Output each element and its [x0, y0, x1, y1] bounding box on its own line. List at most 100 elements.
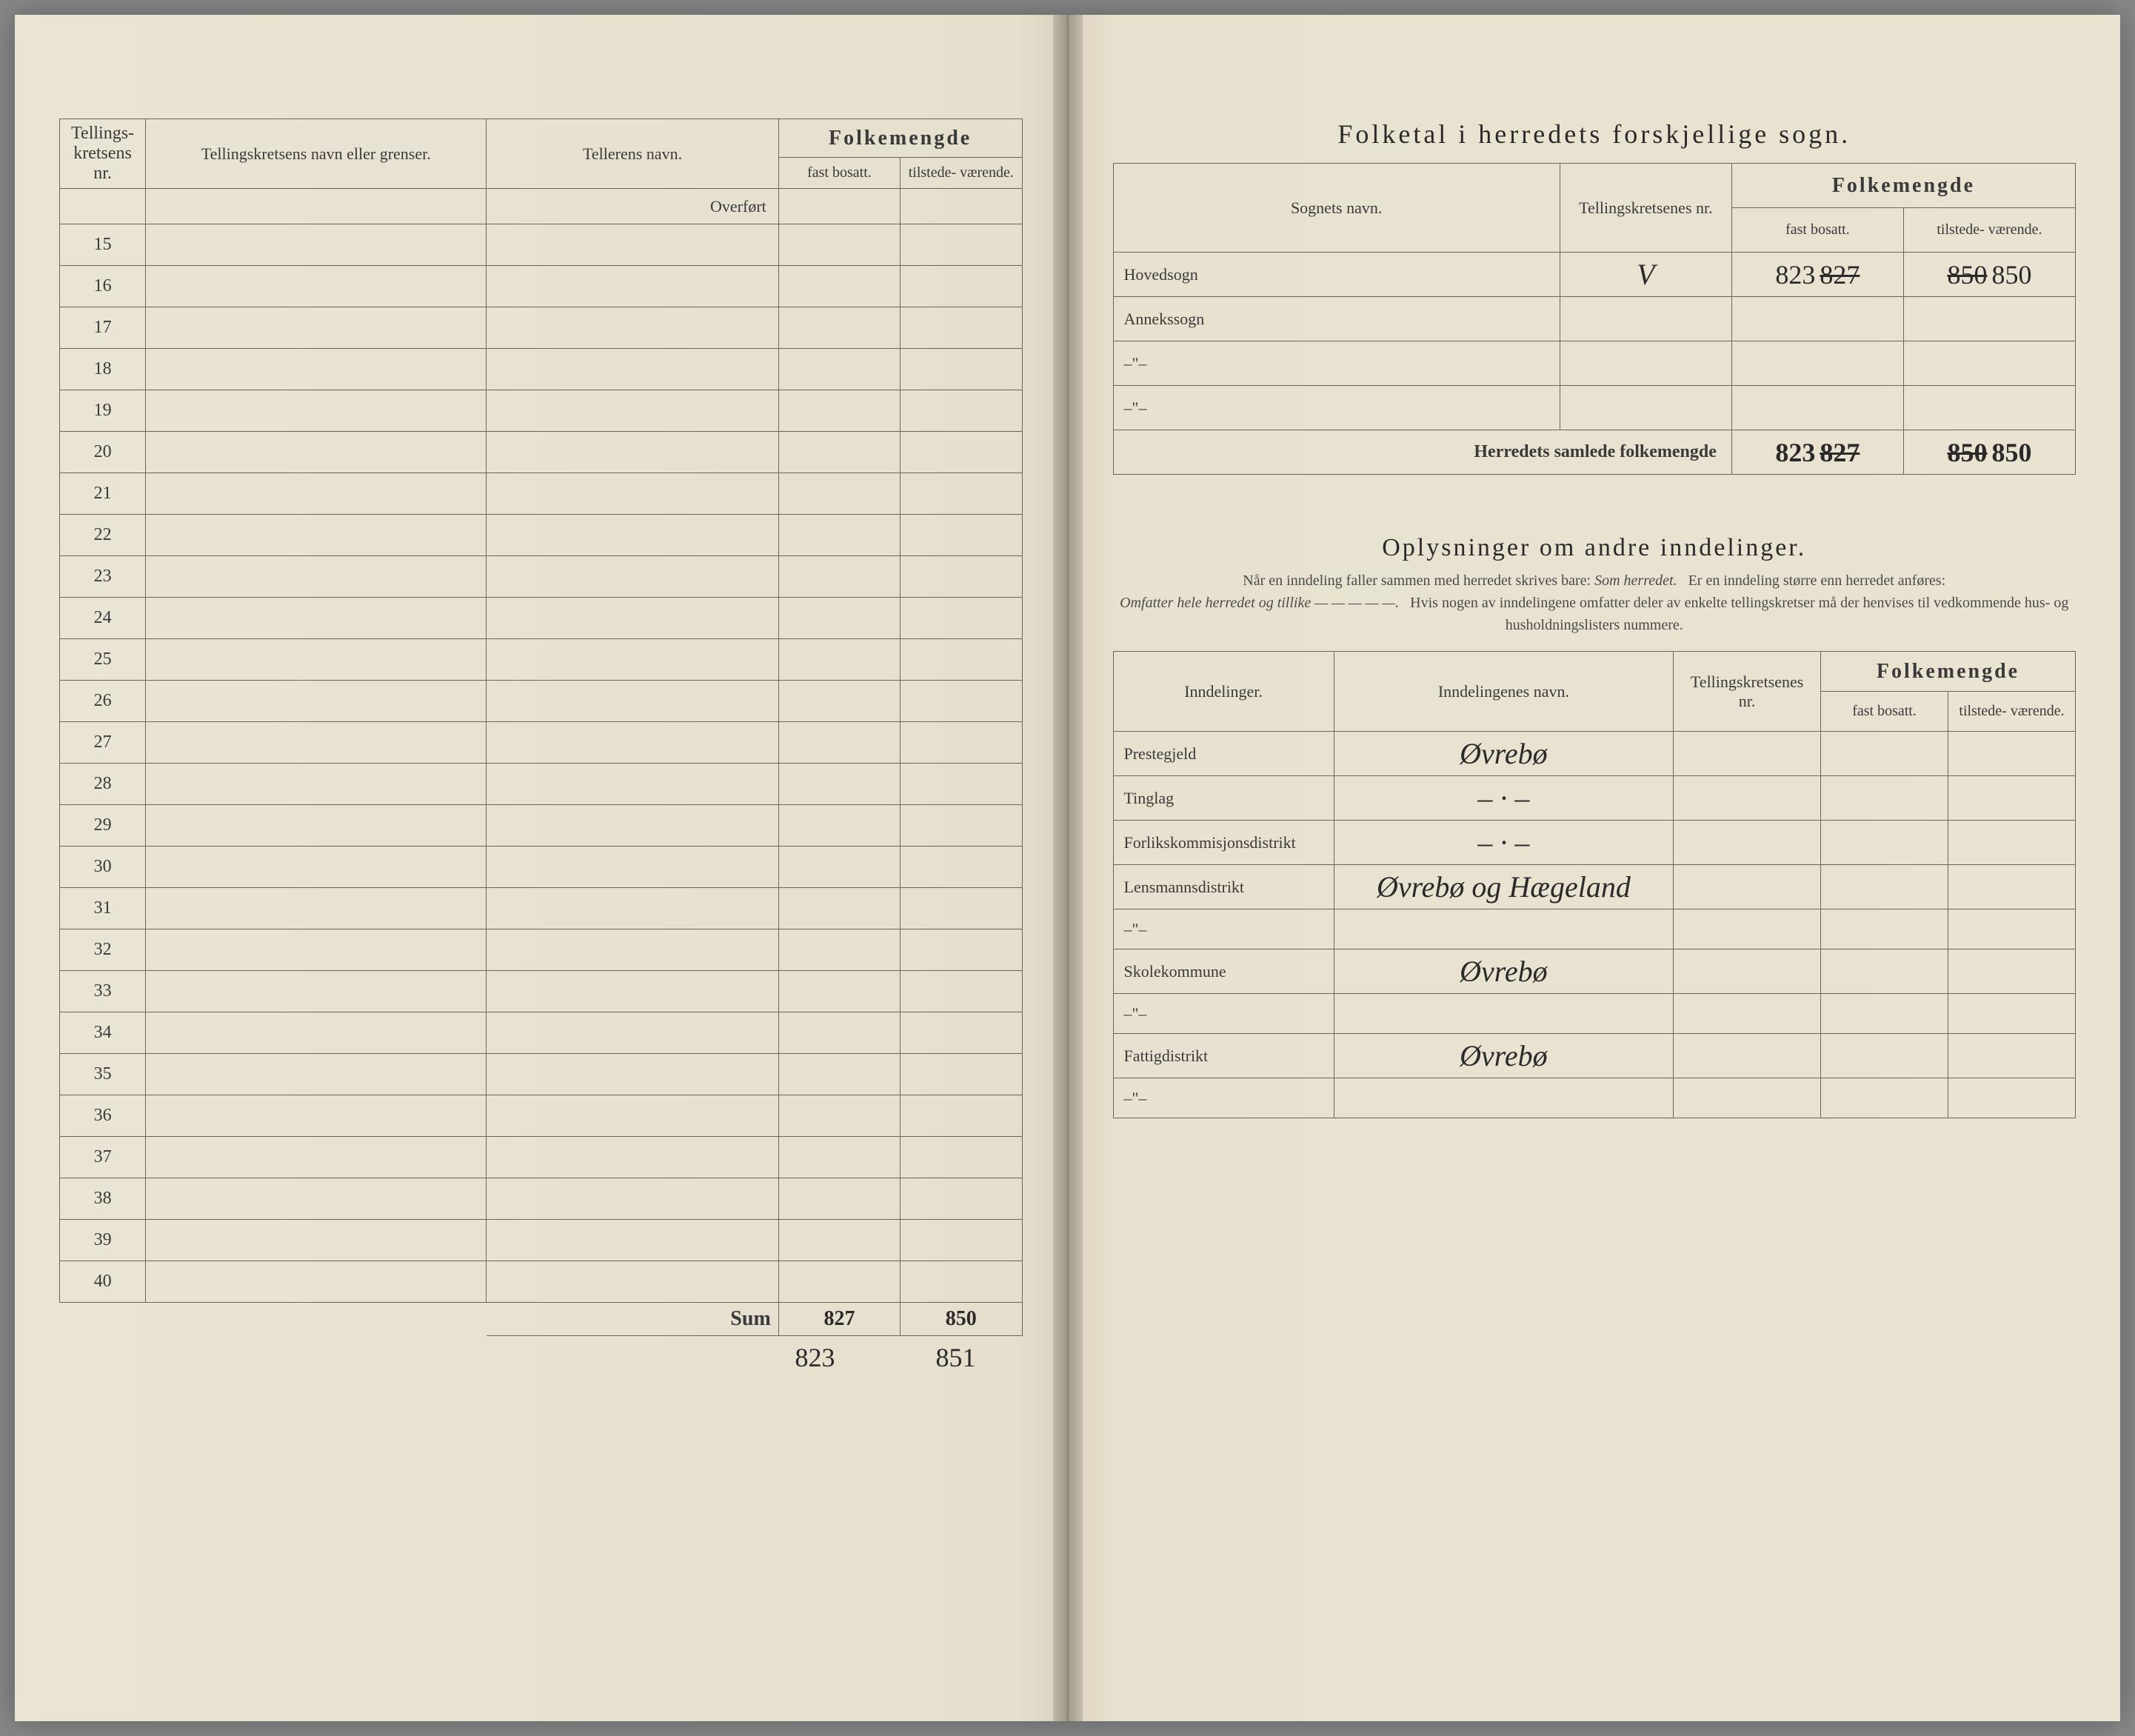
tilstede-cell [901, 473, 1022, 515]
fast-cell [778, 432, 900, 473]
inndeling-row: –"– [1113, 909, 2076, 949]
teller-name-cell [487, 390, 778, 432]
inndeling-tilstede [1948, 994, 2076, 1034]
krets-name-cell [146, 639, 487, 681]
tilstede-cell [901, 1137, 1022, 1178]
teller-name-cell [487, 1178, 778, 1220]
inndeling-label: Fattigdistrikt [1113, 1034, 1334, 1078]
inndeling-tilstede [1948, 909, 2076, 949]
inndeling-navn: Øvrebø [1334, 949, 1674, 994]
below-sum-corrections: 823 851 [59, 1342, 1023, 1373]
left-page: Tellings- kretsens nr. Tellingskretsens … [15, 15, 1069, 1721]
inndeling-navn: Øvrebø [1334, 1034, 1674, 1078]
row-number: 37 [60, 1137, 146, 1178]
row-number: 20 [60, 432, 146, 473]
inndeling-tknr [1674, 821, 1821, 865]
tilstede-cell [901, 432, 1022, 473]
row-number: 38 [60, 1178, 146, 1220]
inndeling-label: –"– [1113, 909, 1334, 949]
inndeling-tknr [1674, 909, 1821, 949]
sogn-label: –"– [1113, 386, 1560, 430]
sogn-tknr: V [1560, 253, 1731, 297]
fast-cell [778, 390, 900, 432]
sogn-row: –"– [1113, 386, 2076, 430]
table-row: 25 [60, 639, 1023, 681]
table-row: 37 [60, 1137, 1023, 1178]
inndeling-fast [1821, 994, 1948, 1034]
row-number: 35 [60, 1054, 146, 1095]
teller-name-cell [487, 805, 778, 847]
inndeling-row: –"– [1113, 1078, 2076, 1118]
teller-name-cell [487, 971, 778, 1012]
sogn-tilstede [1903, 386, 2075, 430]
krets-name-cell [146, 971, 487, 1012]
krets-name-cell [146, 681, 487, 722]
fast-cell [778, 1178, 900, 1220]
inndel-header-col2: Inndelingenes navn. [1334, 652, 1674, 732]
krets-name-cell [146, 1178, 487, 1220]
inndel-header-tilstede: tilstede- værende. [1948, 692, 2076, 732]
sogn-header-folk: Folkemengde [1731, 164, 2075, 208]
sogn-header-navn: Sognets navn. [1113, 164, 1560, 253]
row-number: 32 [60, 929, 146, 971]
row-number: 15 [60, 224, 146, 266]
krets-name-cell [146, 266, 487, 307]
krets-name-cell [146, 598, 487, 639]
fast-cell [778, 349, 900, 390]
inndeling-tilstede [1948, 865, 2076, 909]
inndeling-tilstede [1948, 821, 2076, 865]
tilstede-cell [901, 1261, 1022, 1303]
row-number: 26 [60, 681, 146, 722]
fast-cell [778, 971, 900, 1012]
row-number: 34 [60, 1012, 146, 1054]
tilstede-cell [901, 764, 1022, 805]
sogn-tilstede [1903, 297, 2075, 341]
left-census-table: Tellings- kretsens nr. Tellingskretsens … [59, 118, 1023, 1336]
header-fast: fast bosatt. [778, 158, 900, 189]
row-number: 22 [60, 515, 146, 556]
table-row: 26 [60, 681, 1023, 722]
inndeling-tknr [1674, 776, 1821, 821]
table-row: 15 [60, 224, 1023, 266]
tilstede-cell [901, 639, 1022, 681]
row-number: 29 [60, 805, 146, 847]
krets-name-cell [146, 1137, 487, 1178]
row-number: 23 [60, 556, 146, 598]
inndeling-navn: – · – [1334, 821, 1674, 865]
right-page: Folketal i herredets forskjellige sogn. … [1069, 15, 2121, 1721]
inndeling-navn: Øvrebø [1334, 732, 1674, 776]
teller-name-cell [487, 1095, 778, 1137]
row-number: 30 [60, 847, 146, 888]
teller-name-cell [487, 432, 778, 473]
inndel-header-col1: Inndelinger. [1113, 652, 1334, 732]
inndeling-navn [1334, 909, 1674, 949]
teller-name-cell [487, 639, 778, 681]
fast-cell [778, 722, 900, 764]
teller-name-cell [487, 515, 778, 556]
row-number: 39 [60, 1220, 146, 1261]
inndeling-label: –"– [1113, 994, 1334, 1034]
krets-name-cell [146, 888, 487, 929]
table-row: 40 [60, 1261, 1023, 1303]
sogn-tknr [1560, 341, 1731, 386]
krets-name-cell [146, 1095, 487, 1137]
inndel-header-folk: Folkemengde [1821, 652, 2076, 692]
tilstede-cell [901, 1095, 1022, 1137]
sogn-label: Hovedsogn [1113, 253, 1560, 297]
tilstede-cell [901, 847, 1022, 888]
fast-cell [778, 681, 900, 722]
teller-name-cell [487, 847, 778, 888]
row-number: 28 [60, 764, 146, 805]
sogn-fast [1731, 297, 1903, 341]
teller-name-cell [487, 473, 778, 515]
tilstede-cell [901, 1012, 1022, 1054]
krets-name-cell [146, 722, 487, 764]
sogn-tknr [1560, 297, 1731, 341]
census-document-spread: Tellings- kretsens nr. Tellingskretsens … [15, 15, 2120, 1721]
tilstede-cell [901, 515, 1022, 556]
fast-cell [778, 556, 900, 598]
inndeling-fast [1821, 1078, 1948, 1118]
header-folkemengde: Folkemengde [778, 119, 1022, 158]
inndeling-row: PrestegjeldØvrebø [1113, 732, 2076, 776]
table-row: 34 [60, 1012, 1023, 1054]
